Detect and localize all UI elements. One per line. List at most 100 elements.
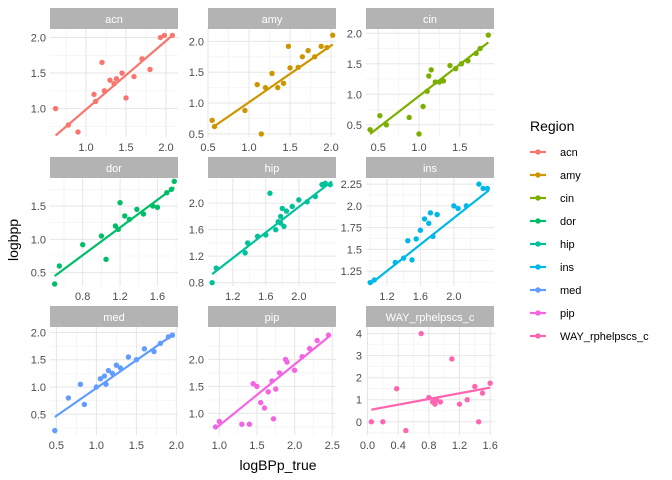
data-point	[250, 381, 256, 387]
data-point	[413, 236, 419, 242]
strip-amy	[208, 8, 336, 29]
legend-item-cin: cin	[530, 193, 574, 205]
x-tick-label: 1.2	[379, 291, 394, 303]
data-point	[242, 107, 248, 114]
data-point	[281, 223, 287, 230]
data-point	[475, 419, 482, 425]
legend-key-point	[535, 149, 541, 155]
y-tick-label: 1.6	[189, 225, 204, 237]
x-tick-label: 1.5	[452, 142, 467, 154]
data-point	[299, 54, 306, 60]
x-tick-label: 2.0	[287, 440, 302, 452]
data-point	[242, 250, 248, 256]
data-point	[161, 32, 168, 39]
x-tick-label: 0.5	[49, 440, 64, 452]
data-point	[239, 421, 245, 427]
data-point	[56, 263, 63, 269]
fit-line-dor	[54, 186, 175, 277]
data-point	[97, 376, 104, 382]
x-tick-label: 1.0	[89, 440, 104, 452]
y-tick-label: 1.0	[189, 408, 204, 420]
strip-label-acn: acn	[105, 14, 123, 26]
fit-line-med	[54, 334, 174, 418]
strip-label-ins: ins	[423, 163, 438, 175]
data-point	[122, 213, 128, 219]
legend-label: WAY_rphelpscs_c	[560, 331, 649, 343]
y-tick-label: 3	[356, 351, 362, 363]
data-point	[134, 206, 140, 213]
legend-item-WAY_rphelpscs_c: WAY_rphelpscs_c	[530, 331, 649, 343]
data-point	[476, 181, 482, 187]
panel-pip: pip 1.0 1.5 2.0 2.5 1.0 1.5 2.0	[189, 306, 340, 452]
y-tick-label: 1.25	[341, 266, 362, 278]
data-point	[451, 203, 457, 209]
strip-label-dor: dor	[106, 163, 122, 175]
data-point	[406, 114, 412, 121]
data-point	[479, 390, 486, 396]
x-tick-label: 1.6	[483, 440, 498, 452]
strip-label-hip: hip	[265, 163, 280, 175]
x-axis-title: logBPp_true	[239, 457, 316, 473]
y-tick-label: 2.0	[189, 198, 204, 210]
strip-acn	[50, 8, 178, 29]
y-tick-label: 2.0	[189, 354, 204, 366]
data-point	[81, 401, 88, 408]
data-point	[487, 380, 493, 386]
data-point	[107, 77, 113, 83]
data-point	[449, 356, 455, 362]
strip-cin	[366, 8, 494, 29]
legend-key-point	[535, 218, 541, 224]
y-tick-label: 1.5	[347, 244, 362, 256]
x-tick-label: 0.8	[421, 440, 436, 452]
data-point	[426, 73, 432, 79]
panel-WAY_rphelpscs_c: WAY_rphelpscs_c 0.0 0.4 0.8 1.2 1.6 0 1 2 3 4	[356, 306, 498, 452]
data-point	[437, 399, 444, 405]
fit-line-hip	[211, 180, 333, 275]
x-tick-label: 1.6	[258, 291, 273, 303]
panel-background	[366, 178, 494, 286]
data-point	[403, 427, 409, 434]
data-point	[171, 178, 177, 185]
strip-WAY_rphelpscs_c	[366, 306, 494, 327]
data-point	[318, 43, 324, 49]
legend-key-point	[535, 172, 541, 178]
data-point	[432, 401, 438, 407]
data-point	[103, 256, 109, 263]
y-tick-label: 1.0	[189, 98, 204, 110]
fit-line-acn	[54, 34, 174, 137]
data-point	[254, 81, 260, 88]
x-tick-label: 1.5	[129, 440, 144, 452]
data-point	[287, 65, 293, 71]
data-point	[261, 405, 268, 411]
data-point	[99, 59, 105, 66]
data-point	[428, 67, 434, 73]
y-tick-label: 1.5	[31, 68, 46, 80]
data-point	[434, 211, 440, 218]
legend-title: Region	[530, 118, 574, 134]
data-point	[418, 330, 424, 337]
x-tick-label: 1.5	[249, 440, 264, 452]
x-tick-label: 2.0	[291, 291, 306, 303]
y-tick-label: 1.5	[347, 59, 362, 71]
fit-line-WAY_rphelpscs_c	[371, 386, 491, 411]
legend-key-point	[535, 333, 541, 339]
y-tick-label: 0.5	[31, 268, 46, 280]
data-point	[330, 32, 336, 38]
data-point	[51, 281, 58, 287]
legend-key-point	[535, 241, 541, 247]
data-point	[216, 418, 222, 425]
strip-label-WAY_rphelpscs_c: WAY_rphelpscs_c	[386, 312, 475, 324]
panel-background	[208, 29, 336, 137]
y-tick-label: 2.25	[341, 179, 362, 191]
x-tick-label: 0.5	[200, 142, 215, 154]
y-tick-label: 2	[356, 373, 362, 385]
data-point	[269, 70, 275, 77]
y-axis-title: logbpp	[5, 219, 21, 261]
data-point	[209, 117, 215, 124]
data-point	[427, 210, 434, 216]
legend-item-ins: ins	[530, 262, 575, 274]
data-point	[157, 34, 164, 41]
legend-label: med	[560, 285, 581, 297]
y-tick-label: 1.5	[31, 355, 46, 367]
y-tick-label: 1.5	[31, 201, 46, 213]
